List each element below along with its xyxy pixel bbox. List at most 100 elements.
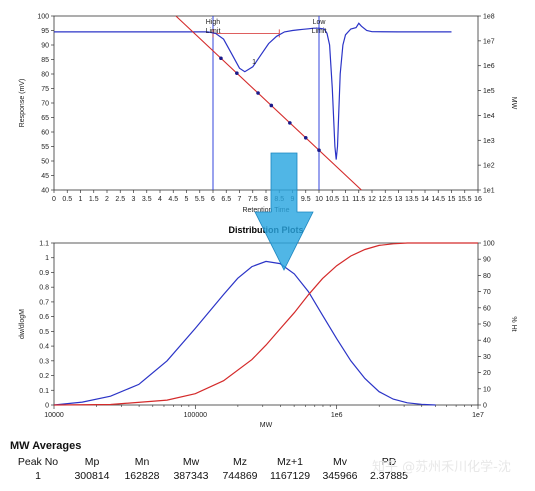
column-header: Mp: [84, 456, 100, 468]
table-cell: 300814: [74, 470, 110, 482]
x-tick-label: 14: [421, 196, 429, 203]
x-axis-label: Retention Time: [242, 207, 289, 214]
mw-averages-section: MW Averages Peak No Mp Mn Mw Mz Mz+1 Mv PD 1 300…: [10, 440, 530, 483]
y-tick-label: 0: [45, 403, 49, 410]
y2-axis-label: MW: [510, 97, 517, 110]
table-cell: 2.37885: [370, 470, 408, 482]
y-axis-label: Response (mV): [19, 79, 26, 128]
y2-axis-label: % Ht: [510, 316, 517, 331]
x-tick-label: 15.5: [458, 196, 472, 203]
down-arrow-overlay: [254, 152, 314, 271]
column-header: Mv: [333, 456, 347, 468]
y-tick-label: 70: [41, 101, 49, 108]
table-cell: 162828: [124, 470, 160, 482]
y2-tick-label: 1e8: [483, 14, 495, 21]
x-tick-label: 16: [474, 196, 482, 203]
calibration-point: [288, 121, 292, 125]
table-cell: 345966: [322, 470, 358, 482]
y2-tick-label: 1e6: [483, 63, 495, 70]
y-tick-label: 0.2: [39, 373, 49, 380]
y2-tick-label: 1e4: [483, 113, 495, 120]
x-tick-label: 15: [448, 196, 456, 203]
x-tick-label: 10.5: [325, 196, 339, 203]
x-tick-label: 11.5: [352, 196, 365, 203]
y2-tick-label: 60: [483, 305, 491, 312]
x-axis-label: MW: [260, 422, 273, 429]
column-header: Peak No: [17, 456, 59, 468]
y-tick-label: 80: [41, 72, 49, 79]
x-tick-label: 13: [395, 196, 403, 203]
y-tick-label: 50: [41, 159, 49, 166]
mw-averages-title: MW Averages: [10, 440, 82, 452]
x-tick-label: 1e6: [331, 412, 343, 419]
table-cell: 1: [35, 470, 41, 482]
y-axis-label: dw/dlogM: [19, 309, 26, 339]
y-tick-label: 55: [41, 144, 49, 151]
y-tick-label: 0.1: [39, 388, 49, 395]
y-tick-label: 40: [41, 188, 49, 195]
table-header-row: Peak No Mp Mn Mw Mz Mz+1 Mv PD: [10, 455, 414, 469]
x-tick-label: 2: [105, 196, 109, 203]
y-tick-label: 75: [41, 86, 49, 93]
limit-label: Limit: [206, 28, 221, 35]
peak-label: 1: [252, 59, 256, 66]
y2-tick-label: 100: [483, 241, 495, 248]
x-tick-label: 14.5: [431, 196, 445, 203]
table-cell: 1167129: [269, 470, 311, 482]
table-cell: 387343: [173, 470, 209, 482]
x-tick-label: 12.5: [378, 196, 392, 203]
x-tick-label: 12: [368, 196, 376, 203]
y-tick-label: 65: [41, 115, 49, 122]
y2-tick-label: 1e3: [483, 138, 495, 145]
calibration-point: [317, 148, 321, 153]
y-tick-label: 0.6: [39, 314, 49, 321]
x-tick-label: 7.5: [248, 196, 258, 203]
limit-label: Limit: [312, 28, 327, 35]
y-tick-label: 95: [41, 28, 49, 35]
x-tick-label: 4.5: [168, 196, 178, 203]
y-tick-label: 1.1: [39, 241, 49, 248]
plot1-frame: [53, 15, 479, 191]
column-header: Mz+1: [277, 456, 303, 468]
calibration-point: [303, 136, 308, 140]
y-tick-label: 0.7: [39, 299, 49, 306]
calibration-point: [235, 71, 239, 75]
mw-averages-table: Peak No Mp Mn Mw Mz Mz+1 Mv PD 1 300814 162828 387…: [10, 455, 414, 483]
y2-tick-label: 50: [483, 322, 491, 329]
x-tick-label: 13.5: [405, 196, 419, 203]
y2-tick-label: 10: [483, 386, 491, 393]
x-tick-label: 10000: [44, 412, 64, 419]
y2-tick-label: 70: [483, 289, 491, 296]
y-tick-label: 90: [41, 43, 49, 50]
chromatogram-trace: [54, 22, 452, 160]
y2-tick-label: 30: [483, 354, 491, 361]
x-tick-label: 10: [315, 196, 323, 203]
y-tick-label: 100: [37, 14, 49, 21]
x-tick-label: 0: [52, 196, 56, 203]
calibration-point: [219, 56, 223, 61]
column-header: Mw: [182, 456, 200, 468]
x-tick-label: 1e7: [472, 412, 484, 419]
x-tick-label: 7: [238, 196, 242, 203]
y-tick-label: 0.8: [39, 285, 49, 292]
x-tick-label: 5: [185, 196, 189, 203]
column-header: PD: [381, 456, 397, 468]
cumulative-curve: [53, 242, 478, 406]
x-tick-label: 1.5: [89, 196, 99, 203]
x-tick-label: 100000: [184, 412, 207, 419]
calibration-line: [175, 15, 362, 191]
x-tick-label: 1: [79, 196, 83, 203]
y2-tick-label: 1e2: [483, 163, 495, 170]
y2-tick-label: 80: [483, 273, 491, 280]
x-tick-label: 6.5: [221, 196, 231, 203]
x-tick-label: 9.5: [301, 196, 311, 203]
y-tick-label: 0.4: [39, 344, 49, 351]
watermark: 知乎 @苏州禾川化学-沈: [372, 460, 511, 475]
table-row: 1 300814 162828 387343 744869 1167129 345966 2.…: [10, 469, 414, 483]
plot2-frame: [53, 242, 479, 406]
limit-label: High: [206, 19, 221, 26]
x-tick-label: 5.5: [195, 196, 205, 203]
y-tick-label: 0.3: [39, 358, 49, 365]
y2-tick-label: 1e1: [483, 188, 495, 195]
